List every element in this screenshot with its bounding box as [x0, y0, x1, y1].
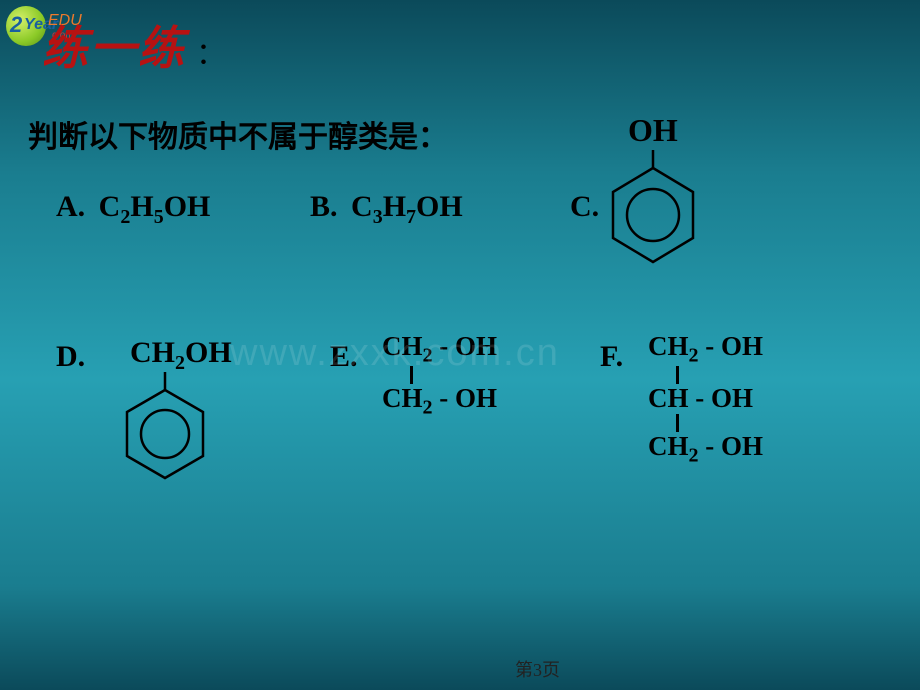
option-a-label: A. — [56, 190, 85, 223]
title-main: 练一练 — [42, 23, 186, 74]
option-d: D. — [56, 340, 91, 374]
bond-icon — [676, 366, 679, 384]
option-d-label: D. — [56, 340, 85, 373]
benzene-ring-d-icon — [120, 350, 240, 510]
bond-icon — [676, 414, 679, 432]
e-l2-tail: - OH — [433, 383, 498, 413]
e-l1-pre: CH — [382, 331, 423, 361]
option-f-label: F. — [600, 340, 623, 373]
bond-icon — [410, 366, 413, 384]
question-text: 判断以下物质中不属于醇类是： — [28, 112, 448, 156]
option-e: E. — [330, 340, 364, 374]
f-l3-tail: - OH — [699, 431, 764, 461]
option-b-mid: H — [383, 190, 406, 223]
option-f-line1: CH2 - OH — [648, 332, 763, 366]
e-l1-tail: - OH — [433, 331, 498, 361]
option-f-structure: CH2 - OH CH - OH CH2 - OH — [648, 332, 763, 466]
f-l3-pre: CH — [648, 431, 689, 461]
f-l2-pre: CH — [648, 383, 689, 413]
option-f: F. — [600, 340, 629, 374]
option-e-label: E. — [330, 340, 358, 373]
title-colon: ： — [196, 38, 226, 71]
option-a-mid: H — [130, 190, 153, 223]
option-a-sub1: 2 — [120, 206, 130, 228]
option-a-tail: OH — [164, 190, 211, 223]
option-b-label: B. — [310, 190, 338, 223]
e-l1-sub: 2 — [423, 344, 433, 366]
page-number: 第3页 — [515, 656, 560, 682]
f-l1-sub: 2 — [689, 344, 699, 366]
e-l2-pre: CH — [382, 383, 423, 413]
slide-title: 练一练 ： — [42, 12, 226, 78]
option-a-sub2: 5 — [154, 206, 164, 228]
f-l1-pre: CH — [648, 331, 689, 361]
option-b-pre: C — [351, 190, 373, 223]
option-f-line2: CH - OH — [648, 384, 763, 414]
option-f-line3: CH2 - OH — [648, 432, 763, 466]
f-l3-sub: 2 — [689, 444, 699, 466]
option-b-sub1: 3 — [373, 206, 383, 228]
option-e-line1: CH2 - OH — [382, 332, 497, 366]
option-a: A. C2H5OH — [56, 190, 210, 229]
option-b: B. C3H7OH — [310, 190, 463, 229]
option-e-line2: CH2 - OH — [382, 384, 497, 418]
option-e-structure: CH2 - OH CH2 - OH — [382, 332, 497, 419]
benzene-ring-c-icon — [608, 110, 728, 280]
option-b-sub2: 7 — [406, 206, 416, 228]
logo-num: 2 — [10, 12, 22, 38]
option-c: C. — [570, 190, 605, 224]
e-l2-sub: 2 — [423, 397, 433, 419]
option-b-tail: OH — [416, 190, 463, 223]
f-l2-tail: - OH — [689, 383, 754, 413]
option-a-pre: C — [99, 190, 121, 223]
f-l1-tail: - OH — [699, 331, 764, 361]
option-c-label: C. — [570, 190, 599, 223]
